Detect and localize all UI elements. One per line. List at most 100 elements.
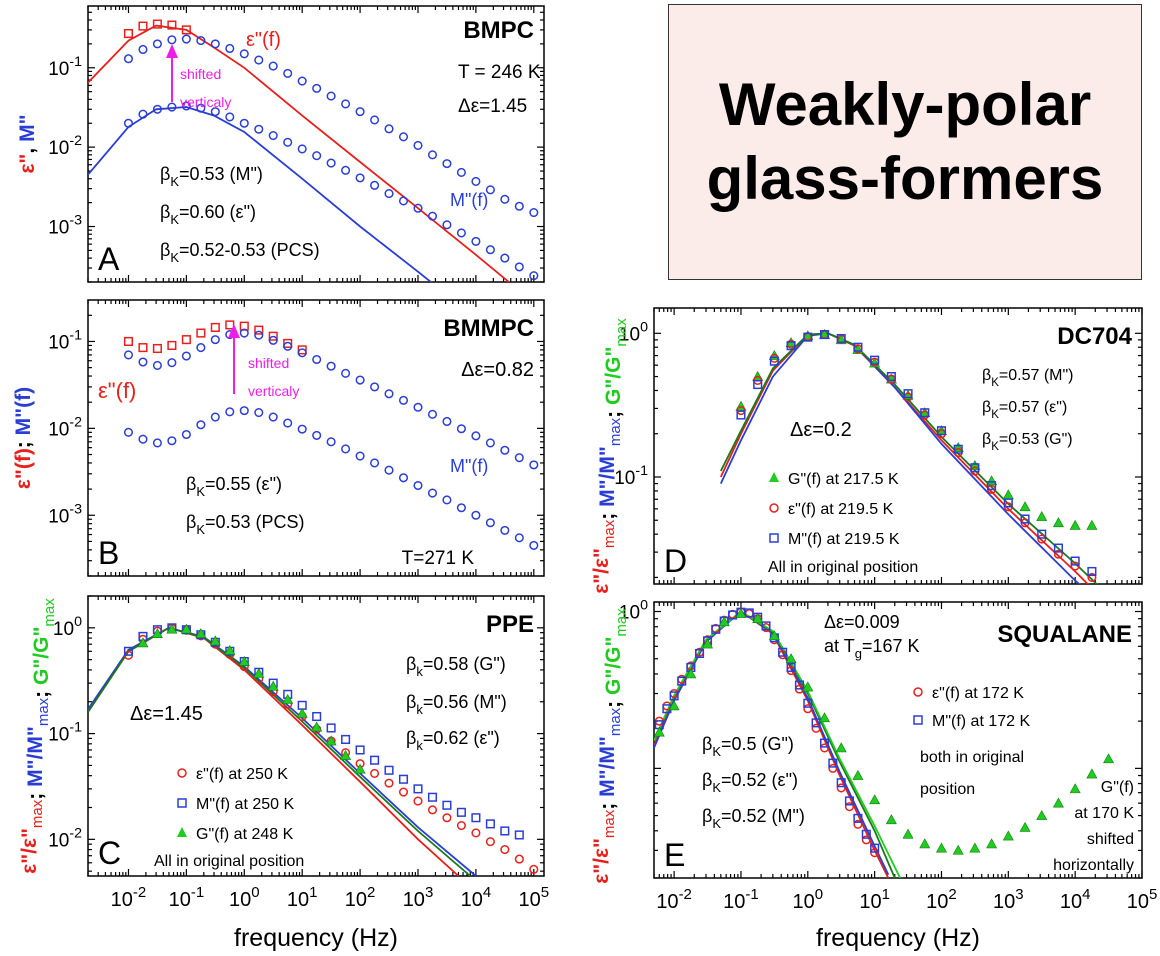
marker-m-f-shifted	[152, 39, 162, 49]
beta-label: βK=0.57 (M")	[982, 367, 1073, 389]
marker-m-f-	[138, 434, 148, 444]
temperature: T=271 K	[402, 548, 475, 569]
panel-E: 10-2 10-1 100 101 102 103 104 105 100 E SQUALANE Δε…	[590, 598, 1157, 913]
plot-area	[654, 607, 1115, 878]
marker-g-f-at-248-k	[267, 680, 279, 691]
legend-label: M"(f) at 219.5 K	[788, 531, 900, 548]
plot-frame	[87, 5, 545, 283]
marker-g-f-at-248-k	[340, 749, 352, 760]
marker-m-f-at-219-5-k	[836, 333, 846, 344]
marker-m-f-	[152, 438, 162, 448]
marker-m-f-at-250-k	[442, 800, 452, 810]
tick-label: 100	[619, 598, 648, 624]
marker-m-f-	[398, 473, 409, 483]
marker--f-	[123, 336, 134, 347]
tick-label: 100	[619, 319, 648, 345]
plot-area	[719, 328, 1098, 584]
marker-m-f-at-172-k	[694, 648, 705, 659]
panel-B: 10-3 10-2 10-1 B BMMPC Δε=0.82 T=271 K ε"(f) M"(…	[12, 299, 545, 577]
marker-m-f-at-172-k	[728, 610, 738, 620]
marker-m-f-shifted	[254, 55, 264, 65]
legend-marker	[769, 503, 779, 513]
marker-m-f-shifted	[297, 348, 307, 358]
plot-area	[88, 19, 539, 282]
marker-g-f-at-170-k	[969, 842, 981, 853]
marker--f-	[181, 25, 191, 35]
legend-label: ε"(f) at 172 K	[932, 685, 1024, 702]
marker-g-f-at-248-k	[151, 628, 163, 639]
marker-g-f-at-248-k	[296, 707, 308, 718]
legend-label: M"(f) at 250 K	[196, 796, 294, 813]
sample-name: BMMPC	[443, 315, 534, 342]
marker-g-f-at-170-k	[986, 838, 998, 849]
marker--f-at-250-k	[500, 845, 510, 855]
marker-m-f-at-219-5-k	[1070, 556, 1080, 566]
panel-A: 10-3 10-2 10-1 A BMPC T = 246 K Δε=1.45 ε"(f) M"…	[16, 5, 545, 283]
marker-m-f-	[297, 144, 307, 154]
marker--f-at-172-k	[861, 835, 871, 845]
marker-g-f-at-248-k	[209, 635, 221, 646]
marker--f-at-172-k	[844, 802, 855, 812]
marker-m-f-	[514, 533, 524, 543]
beta-label: βK=0.60 (ε")	[160, 202, 256, 227]
marker--f-at-219-5-k	[1087, 572, 1097, 582]
series-label-m: M"(f)	[450, 456, 488, 476]
y-axis-label: ε"(f); M"(f)	[12, 387, 35, 489]
marker--f-at-172-k	[819, 743, 830, 753]
marker-m-f-shifted	[485, 438, 495, 448]
marker-m-f-at-219-5-k	[769, 356, 779, 366]
marker-m-f-shifted	[268, 335, 278, 345]
marker-g-f-at-248-k	[325, 735, 337, 746]
marker-m-f-shifted	[152, 360, 162, 370]
marker-m-f-shifted	[326, 91, 336, 101]
marker-m-f-shifted	[239, 49, 249, 59]
marker--f-	[225, 320, 235, 330]
marker--f-at-219-5-k	[1053, 549, 1063, 559]
sample-name: DC704	[1057, 323, 1132, 350]
marker-m-f-	[138, 109, 148, 119]
shifted-label: shifted	[248, 355, 289, 371]
marker-m-f-shifted	[312, 83, 322, 93]
marker-m-f-shifted	[500, 194, 510, 204]
marker-g-f-at-170-k	[668, 700, 680, 711]
marker-g-f-at-170-k	[718, 616, 730, 627]
marker-m-f-	[427, 211, 438, 221]
marker--f-	[152, 343, 162, 354]
marker-m-f-shifted	[529, 460, 539, 470]
marker-g-f-at-170-k	[802, 681, 814, 692]
marker-m-f-at-172-k	[836, 778, 846, 788]
marker-m-f-at-172-k	[677, 676, 687, 686]
marker-m-f-	[427, 488, 438, 498]
marker-m-f-	[312, 151, 322, 161]
g-label: at 170 K	[1074, 805, 1134, 822]
marker-g-f-at-170-k	[1019, 821, 1031, 832]
marker-m-f-shifted	[326, 361, 336, 371]
marker-m-f-at-172-k	[828, 758, 838, 768]
marker-m-f-at-219-5-k	[819, 330, 830, 340]
marker-m-f-shifted	[239, 328, 249, 338]
marker-g-f-at-170-k	[752, 613, 764, 623]
marker-m-f-at-172-k	[744, 608, 754, 618]
tick-label: 10-2	[48, 414, 82, 440]
plot-frame	[87, 595, 545, 877]
tick-label: 10-1	[614, 463, 648, 489]
marker-g-f-at-248-k	[195, 628, 207, 639]
marker-m-f-shifted	[456, 167, 466, 177]
title-line-2: glass-formers	[706, 145, 1104, 212]
tick-label: 10-1	[723, 886, 759, 913]
marker--f-	[138, 343, 148, 353]
marker--f-at-250-k	[370, 768, 380, 778]
marker-m-f-	[355, 451, 365, 461]
marker--f-at-250-k	[427, 805, 438, 815]
shift-arrow-head	[166, 44, 178, 58]
marker-m-f-at-219-5-k	[1003, 498, 1013, 508]
marker-g-f-at-217-5-k	[1086, 519, 1098, 530]
marker-m-f-shifted	[456, 424, 466, 434]
marker-m-f-at-219-5-k	[903, 389, 913, 399]
marker-m-f-	[529, 540, 539, 550]
tick-label: 101	[859, 886, 890, 913]
marker--f-at-172-k	[853, 819, 863, 829]
marker--f-	[152, 19, 162, 29]
marker-m-f-shifted	[196, 36, 206, 46]
marker-m-f-at-219-5-k	[870, 355, 880, 365]
